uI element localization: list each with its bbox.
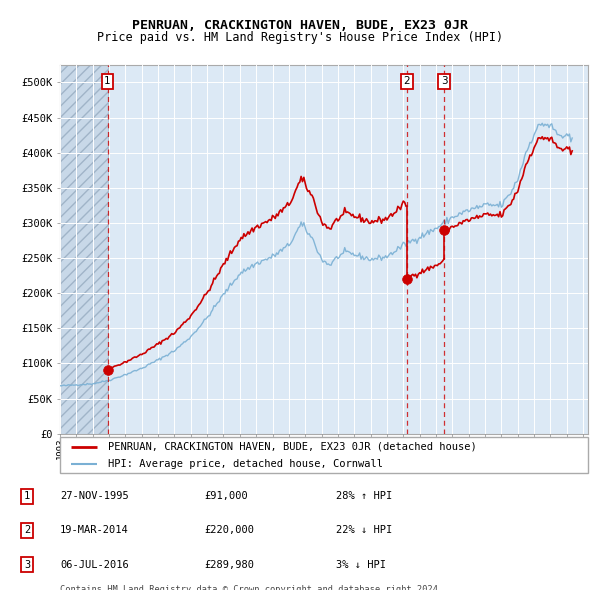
Text: Contains HM Land Registry data © Crown copyright and database right 2024.
This d: Contains HM Land Registry data © Crown c… — [60, 585, 443, 590]
Text: 3: 3 — [24, 560, 30, 569]
Text: 2: 2 — [403, 77, 410, 87]
Text: 3% ↓ HPI: 3% ↓ HPI — [336, 560, 386, 569]
Text: 19-MAR-2014: 19-MAR-2014 — [60, 526, 129, 535]
Text: £91,000: £91,000 — [204, 491, 248, 501]
Bar — [60, 65, 107, 434]
Text: 28% ↑ HPI: 28% ↑ HPI — [336, 491, 392, 501]
Text: 06-JUL-2016: 06-JUL-2016 — [60, 560, 129, 569]
Text: Price paid vs. HM Land Registry's House Price Index (HPI): Price paid vs. HM Land Registry's House … — [97, 31, 503, 44]
Text: HPI: Average price, detached house, Cornwall: HPI: Average price, detached house, Corn… — [107, 459, 383, 469]
Text: 27-NOV-1995: 27-NOV-1995 — [60, 491, 129, 501]
Text: 2: 2 — [24, 526, 30, 535]
Text: PENRUAN, CRACKINGTON HAVEN, BUDE, EX23 0JR (detached house): PENRUAN, CRACKINGTON HAVEN, BUDE, EX23 0… — [107, 442, 476, 452]
Text: £289,980: £289,980 — [204, 560, 254, 569]
Text: PENRUAN, CRACKINGTON HAVEN, BUDE, EX23 0JR: PENRUAN, CRACKINGTON HAVEN, BUDE, EX23 0… — [132, 19, 468, 32]
Text: 3: 3 — [441, 77, 448, 87]
Text: 1: 1 — [24, 491, 30, 501]
Text: 22% ↓ HPI: 22% ↓ HPI — [336, 526, 392, 535]
Text: £220,000: £220,000 — [204, 526, 254, 535]
Text: 1: 1 — [104, 77, 111, 87]
